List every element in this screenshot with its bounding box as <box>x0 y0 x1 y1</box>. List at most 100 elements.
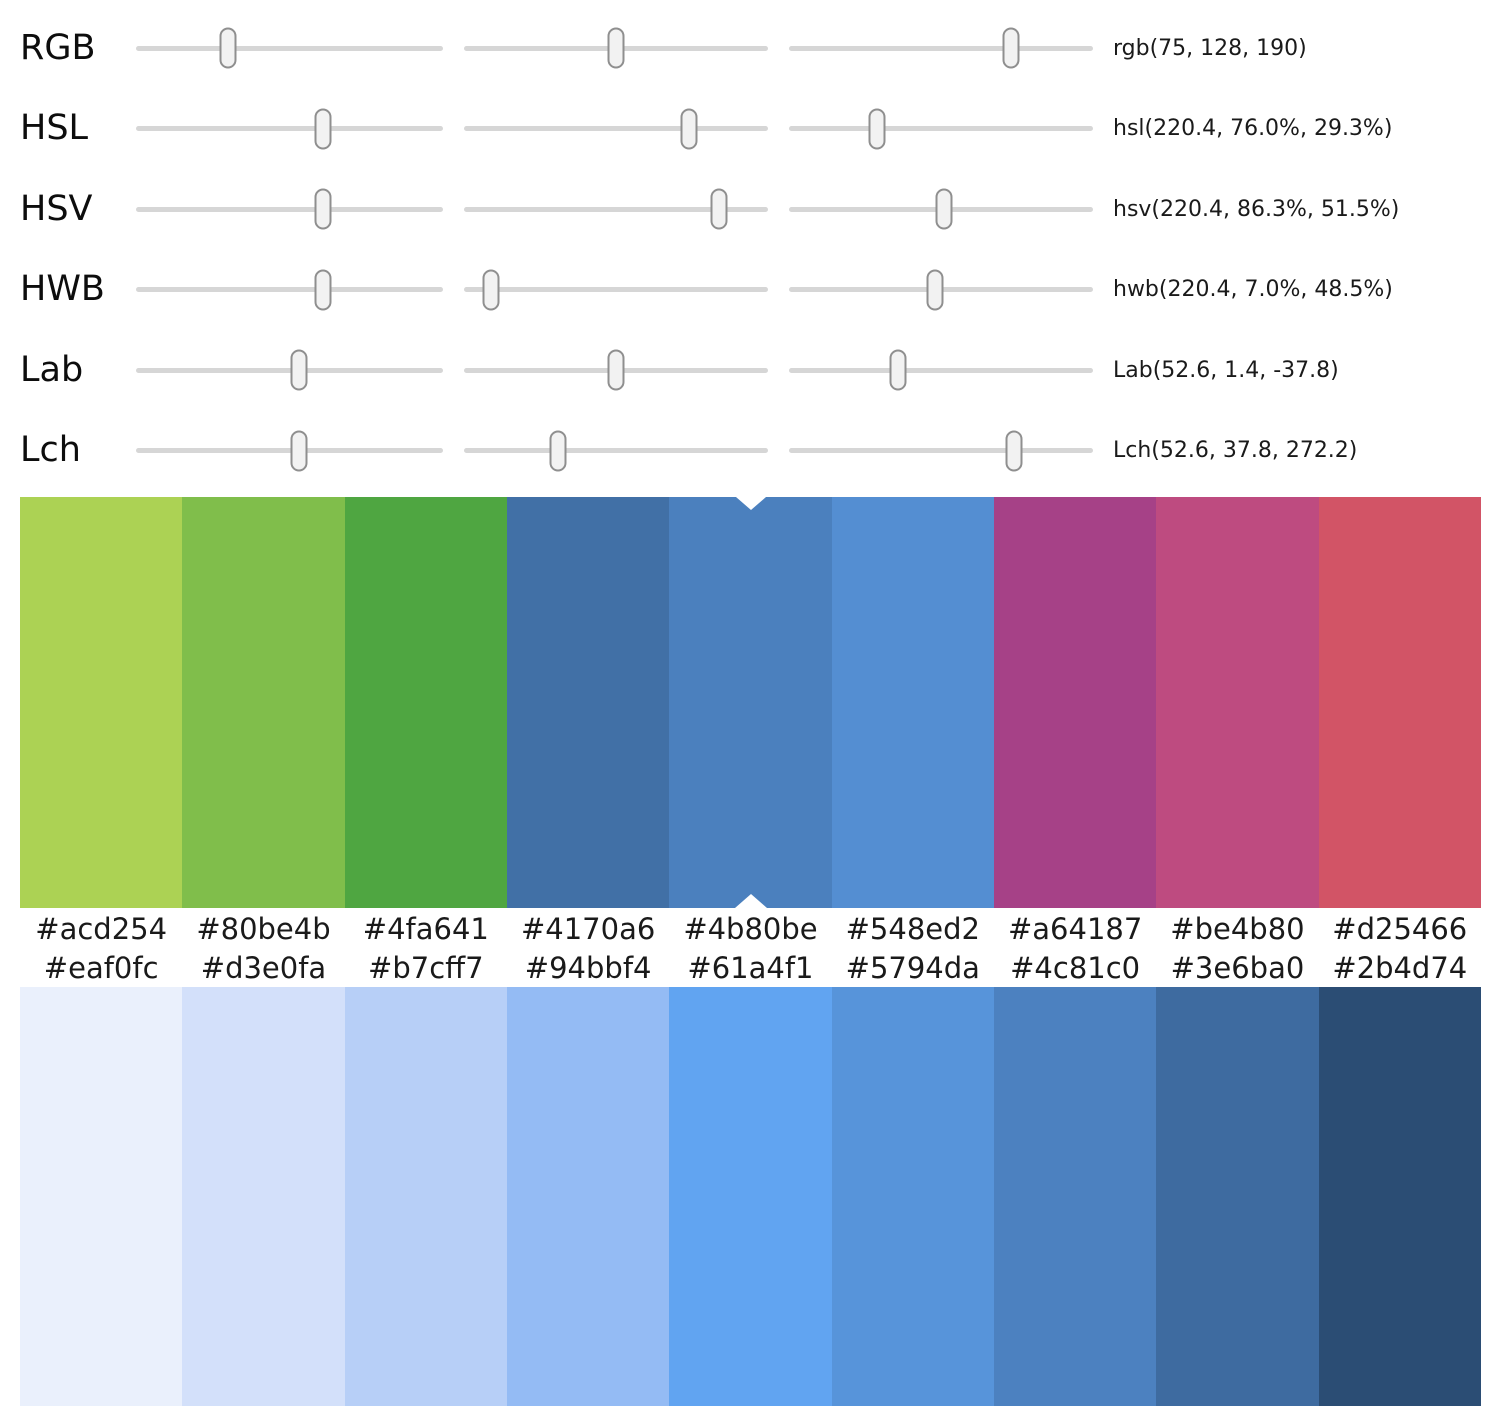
slider-row-hsl: HSL hsl(220.4, 76.0%, 29.3%) <box>0 89 1501 170</box>
hex-label: #d3e0fa <box>200 950 327 985</box>
lch-slider-3[interactable] <box>789 411 1093 491</box>
slider-thumb[interactable] <box>680 108 698 150</box>
hex-label: #3e6ba0 <box>1170 950 1305 985</box>
hex-label: #548ed2 <box>845 912 980 946</box>
hex-label: #5794da <box>845 950 980 985</box>
lch-slider-1[interactable] <box>136 411 443 491</box>
slider-thumb[interactable] <box>607 349 625 391</box>
swatch-94bbf4[interactable] <box>506 987 670 1406</box>
slider-track <box>136 367 443 373</box>
hsv-slider-1[interactable] <box>136 169 443 249</box>
swatch-4fa641[interactable] <box>344 497 507 908</box>
slider-track <box>789 126 1093 132</box>
slider-thumb[interactable] <box>290 349 308 391</box>
hex-label: #4170a6 <box>520 912 656 946</box>
hex-label: #61a4f1 <box>687 950 814 985</box>
swatch-80be4b[interactable] <box>182 497 345 908</box>
slider-thumb[interactable] <box>868 108 886 150</box>
hwb-slider-2[interactable] <box>464 250 768 330</box>
lab-value-text: Lab(52.6, 1.4, -37.8) <box>1113 357 1339 383</box>
slider-thumb[interactable] <box>290 430 308 472</box>
colorspace-label-hsv: HSV <box>20 188 93 229</box>
slider-row-rgb: RGB rgb(75, 128, 190) <box>0 8 1501 89</box>
swatch-4b80be[interactable] <box>669 497 832 908</box>
colorspace-label-lab: Lab <box>20 349 84 390</box>
swatch-2b4d74[interactable] <box>1318 987 1481 1406</box>
rgb-slider-2[interactable] <box>464 8 768 88</box>
slider-thumb[interactable] <box>219 27 237 69</box>
slider-thumb[interactable] <box>889 349 907 391</box>
slider-thumb[interactable] <box>314 108 332 150</box>
lab-slider-2[interactable] <box>464 330 768 410</box>
hex-label: #4c81c0 <box>1010 950 1141 985</box>
slider-thumb[interactable] <box>607 27 625 69</box>
colorspace-label-rgb: RGB <box>20 27 96 68</box>
slider-track <box>789 367 1093 373</box>
slider-thumb[interactable] <box>710 188 728 230</box>
swatch-a64187[interactable] <box>993 497 1157 908</box>
hsv-slider-2[interactable] <box>464 169 768 249</box>
hue-palette-strip <box>20 497 1481 908</box>
swatch-61a4f1[interactable] <box>669 987 832 1406</box>
swatch-be4b80[interactable] <box>1156 497 1319 908</box>
rgb-slider-3[interactable] <box>789 8 1093 88</box>
hwb-slider-1[interactable] <box>136 250 443 330</box>
hwb-slider-3[interactable] <box>789 250 1093 330</box>
hue-hex-labels: #acd254 #80be4b #4fa641 #4170a6 #4b80be #548e… <box>20 908 1481 950</box>
slider-track <box>136 126 443 132</box>
slider-thumb[interactable] <box>314 269 332 311</box>
slider-thumb[interactable] <box>549 430 567 472</box>
slider-row-lch: Lch Lch(52.6, 37.8, 272.2) <box>0 411 1501 492</box>
hex-label: #2b4d74 <box>1332 950 1468 985</box>
slider-row-hwb: HWB hwb(220.4, 7.0%, 48.5%) <box>0 250 1501 331</box>
swatch-eaf0fc[interactable] <box>20 987 183 1406</box>
lab-slider-1[interactable] <box>136 330 443 410</box>
lch-slider-2[interactable] <box>464 411 768 491</box>
swatch-548ed2[interactable] <box>831 497 994 908</box>
hex-label: #b7cff7 <box>368 950 484 985</box>
swatch-5794da[interactable] <box>831 987 994 1406</box>
hex-label: #80be4b <box>196 912 331 946</box>
slider-track <box>464 448 768 454</box>
rgb-slider-1[interactable] <box>136 8 443 88</box>
slider-track <box>464 126 768 132</box>
slider-panel: RGB rgb(75, 128, 190) HSL hsl(220.4, 76.… <box>0 8 1501 491</box>
hex-label: #d25466 <box>1332 912 1468 946</box>
slider-thumb[interactable] <box>314 188 332 230</box>
hsl-slider-3[interactable] <box>789 89 1093 169</box>
hex-label: #4fa641 <box>362 912 489 946</box>
hex-label: #a64187 <box>1007 912 1143 946</box>
slider-thumb[interactable] <box>1002 27 1020 69</box>
hex-label: #4b80be <box>683 912 818 946</box>
hwb-value-text: hwb(220.4, 7.0%, 48.5%) <box>1113 277 1393 303</box>
slider-track <box>464 287 768 293</box>
swatch-4170a6[interactable] <box>506 497 670 908</box>
swatch-3e6ba0[interactable] <box>1156 987 1319 1406</box>
colorspace-label-hsl: HSL <box>20 108 89 149</box>
swatch-d3e0fa[interactable] <box>182 987 345 1406</box>
slider-track <box>136 287 443 293</box>
hsl-slider-1[interactable] <box>136 89 443 169</box>
swatch-4c81c0[interactable] <box>993 987 1157 1406</box>
hsl-slider-2[interactable] <box>464 89 768 169</box>
lab-slider-3[interactable] <box>789 330 1093 410</box>
slider-row-lab: Lab Lab(52.6, 1.4, -37.8) <box>0 330 1501 411</box>
slider-thumb[interactable] <box>935 188 953 230</box>
hsv-slider-3[interactable] <box>789 169 1093 249</box>
swatch-b7cff7[interactable] <box>344 987 507 1406</box>
colorspace-label-hwb: HWB <box>20 269 105 310</box>
hsv-value-text: hsv(220.4, 86.3%, 51.5%) <box>1113 196 1400 222</box>
slider-track <box>464 206 768 212</box>
slider-row-hsv: HSV hsv(220.4, 86.3%, 51.5%) <box>0 169 1501 250</box>
slider-track <box>136 45 443 51</box>
rgb-value-text: rgb(75, 128, 190) <box>1113 35 1307 61</box>
slider-thumb[interactable] <box>926 269 944 311</box>
hex-label: #be4b80 <box>1170 912 1305 946</box>
swatch-d25466[interactable] <box>1318 497 1481 908</box>
selected-swatch-marker-top <box>735 497 766 510</box>
hsl-value-text: hsl(220.4, 76.0%, 29.3%) <box>1113 116 1393 142</box>
slider-thumb[interactable] <box>482 269 500 311</box>
slider-thumb[interactable] <box>1005 430 1023 472</box>
hex-label: #eaf0fc <box>43 950 159 985</box>
swatch-acd254[interactable] <box>20 497 183 908</box>
